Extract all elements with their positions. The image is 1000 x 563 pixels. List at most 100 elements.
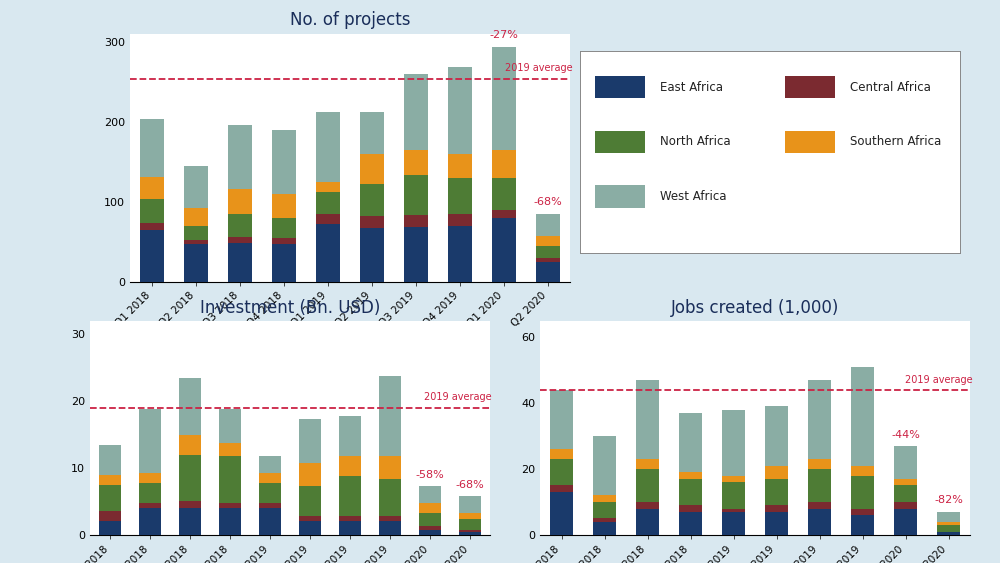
Bar [99, 511, 121, 521]
Bar [536, 245, 560, 257]
Bar [722, 410, 745, 476]
Bar [722, 482, 745, 508]
Bar [259, 473, 281, 482]
Text: North Africa: North Africa [660, 135, 730, 149]
Bar [139, 482, 161, 503]
Bar [259, 456, 281, 473]
Bar [765, 466, 788, 479]
Bar [179, 508, 201, 535]
Bar [299, 419, 321, 463]
Bar [459, 531, 481, 535]
Bar [593, 502, 616, 519]
Bar [459, 520, 481, 529]
Bar [184, 240, 208, 244]
Bar [404, 215, 428, 227]
Bar [722, 512, 745, 535]
Bar [360, 228, 384, 282]
Text: -58%: -58% [416, 470, 444, 480]
Bar [536, 257, 560, 262]
Bar [536, 215, 560, 236]
Bar [550, 449, 573, 459]
Bar [636, 380, 659, 459]
Bar [785, 76, 835, 99]
Bar [316, 182, 340, 192]
Bar [937, 525, 960, 531]
Bar [593, 519, 616, 522]
Bar [937, 512, 960, 522]
Bar [339, 521, 361, 535]
Title: Jobs created (1,000): Jobs created (1,000) [671, 298, 839, 316]
Bar [404, 150, 428, 175]
Bar [492, 47, 516, 150]
Bar [179, 435, 201, 455]
Bar [894, 479, 917, 485]
Bar [765, 479, 788, 505]
Bar [99, 475, 121, 485]
Bar [228, 243, 252, 282]
Bar [722, 508, 745, 512]
Bar [595, 76, 645, 99]
Bar [272, 244, 296, 282]
Bar [272, 131, 296, 194]
Bar [593, 436, 616, 495]
Bar [339, 416, 361, 456]
Bar [492, 177, 516, 209]
Bar [219, 443, 241, 456]
Bar [448, 213, 472, 226]
Bar [228, 189, 252, 215]
Bar [492, 150, 516, 177]
Bar [419, 513, 441, 526]
Bar [894, 446, 917, 479]
Bar [851, 476, 874, 508]
Bar [536, 236, 560, 245]
Text: 2019 average: 2019 average [505, 63, 572, 73]
Bar [228, 237, 252, 243]
Bar [379, 456, 401, 479]
Bar [259, 503, 281, 508]
Bar [219, 456, 241, 503]
Bar [272, 218, 296, 238]
Title: No. of projects: No. of projects [290, 11, 410, 29]
Bar [360, 112, 384, 154]
Bar [636, 508, 659, 535]
Bar [679, 479, 702, 505]
Bar [316, 192, 340, 215]
Bar [140, 177, 164, 199]
Bar [536, 262, 560, 282]
Bar [448, 68, 472, 154]
Text: East Africa: East Africa [660, 81, 723, 93]
Bar [140, 230, 164, 282]
Bar [184, 244, 208, 282]
Text: 2019 average: 2019 average [905, 375, 972, 385]
Bar [219, 508, 241, 535]
Bar [379, 479, 401, 516]
Bar [228, 125, 252, 189]
Bar [419, 503, 441, 513]
Bar [808, 380, 831, 459]
Bar [550, 492, 573, 535]
Text: -82%: -82% [934, 495, 963, 506]
Bar [339, 476, 361, 516]
Text: -44%: -44% [891, 430, 920, 440]
Bar [139, 473, 161, 482]
Bar [765, 406, 788, 466]
Bar [184, 226, 208, 240]
Bar [808, 459, 831, 469]
Bar [299, 463, 321, 486]
Bar [272, 238, 296, 244]
Text: Southern Africa: Southern Africa [850, 135, 941, 149]
Bar [99, 445, 121, 475]
Bar [140, 199, 164, 223]
Bar [299, 521, 321, 535]
Bar [765, 512, 788, 535]
Bar [459, 529, 481, 531]
Bar [184, 208, 208, 226]
Bar [937, 531, 960, 535]
Bar [851, 367, 874, 466]
Bar [140, 119, 164, 177]
Bar [139, 508, 161, 535]
Text: 2019 average: 2019 average [424, 392, 492, 403]
Bar [851, 515, 874, 535]
Bar [379, 376, 401, 456]
Bar [339, 456, 361, 476]
